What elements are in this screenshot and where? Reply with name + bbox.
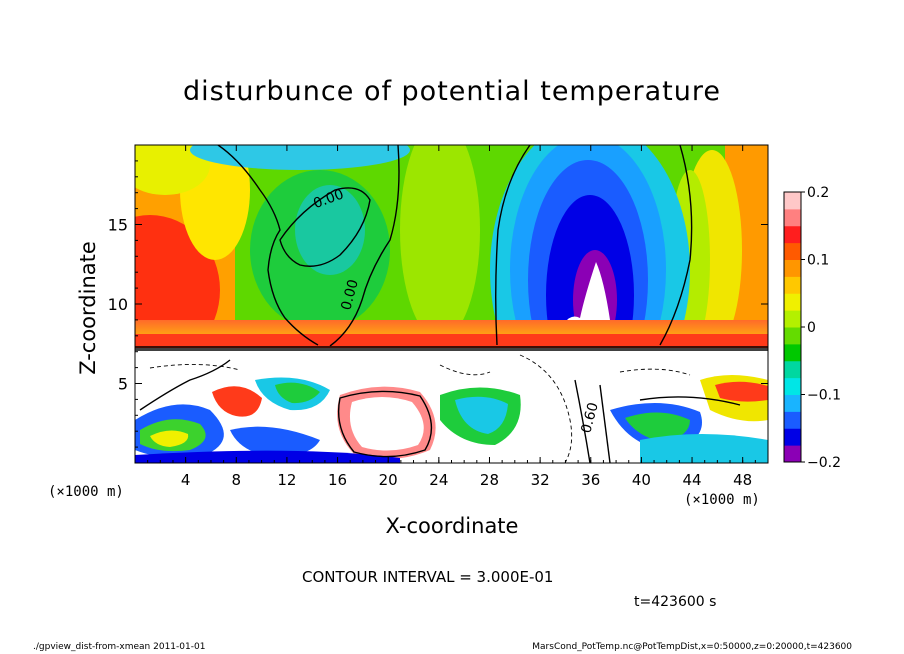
colorbar-swatch [784,310,801,328]
contour-zero-upper-left [217,145,319,346]
x-tick-label: 16 [328,471,347,489]
y-tick-label: 10 [108,295,128,314]
contour-lower-2 [337,390,433,458]
contour-label: 0.60 [578,401,602,435]
colorbar-swatch [784,293,801,311]
colorbar-swatch [784,343,801,362]
contour-dashed-4 [149,364,241,371]
contour-interval: CONTOUR INTERVAL = 3.000E-01 [302,568,554,586]
colorbar-swatch [784,411,801,429]
contour-zero-plume-left [495,145,531,346]
x-tick-label: 40 [632,471,651,489]
lower-blue-stripe [135,450,400,463]
x-axis-ticks: 4 8 12 16 20 24 28 32 36 40 44 48 [147,145,756,489]
colorbar-swatch [784,377,801,395]
contour-lower-3 [574,379,591,463]
colorbar-ticks: 0.2 0.1 0 −0.1 −0.2 [801,185,841,471]
x-tick-label: 20 [379,471,398,489]
heat-top-cyan [190,145,410,170]
colorbar-swatch [784,208,801,227]
colorbar-swatch [784,276,801,294]
inversion-red [135,334,768,348]
inversion-contour-band [135,346,768,351]
y-tick-label: 15 [108,216,128,235]
plot-area [135,145,768,463]
x-tick-label: 36 [581,471,600,489]
x-tick-label: 4 [181,471,191,489]
heat-mid-lime [400,145,480,340]
colorbar-tick-label: 0.2 [807,185,829,201]
colorbar-tick-label: −0.2 [807,455,841,471]
colorbar [783,191,802,463]
lower-green-patch-far [625,412,690,442]
colorbar-tick-label: 0.1 [807,253,829,269]
contour-zero-plume-right [659,145,693,346]
colorbar-swatch [784,259,801,277]
lower-cyan-patch-far [640,434,768,463]
lower-white-blob [349,397,424,451]
colorbar-swatch [784,327,801,345]
x-tick-label: 28 [480,471,499,489]
lower-yellow-patch [150,430,189,447]
contour-dashed-2 [439,364,491,376]
y-axis-unit: (×1000 m) [48,484,124,500]
y-tick-label: 5 [118,375,128,394]
lower-red-patch [212,386,262,417]
x-tick-label: 48 [733,471,752,489]
contour-lower-4 [599,384,611,463]
heat-topleft-yellow [135,145,210,195]
colorbar-swatch [784,445,801,463]
contour-dashed-1 [519,354,573,463]
lower-cyan-patch-right [455,396,508,434]
x-tick-label: 32 [531,471,550,489]
x-tick-label: 24 [429,471,448,489]
lower-red-patch-far [715,381,768,402]
heat-left-yellow [180,145,250,260]
colorbar-swatch [784,394,801,412]
colorbar-swatch [784,360,801,379]
lower-green-patch-mid [275,382,320,404]
contour-zero-middle [329,145,400,347]
time-stamp: t=423600 s [634,594,717,610]
footer-right: MarsCond_PotTemp.nc@PotTempDist,x=0:5000… [532,642,852,652]
heat-mid-teal [295,185,365,275]
contour-dashed-3 [619,368,691,376]
footer-left: ./gpview_dist-from-xmean 2011-01-01 [33,642,206,652]
colorbar-swatch [784,428,801,446]
colorbar-tick-label: −0.1 [807,388,841,404]
colorbar-swatch [784,242,801,260]
x-tick-label: 44 [682,471,701,489]
x-axis-unit: (×1000 m) [684,492,760,508]
x-tick-label: 12 [277,471,296,489]
chart-title: disturbunce of potential temperature [183,76,721,107]
contour-lower-5 [639,396,741,406]
y-axis-label: Z-coordinate [76,241,100,375]
x-tick-label: 8 [232,471,242,489]
y-axis-ticks: 5 10 15 [108,160,768,448]
colorbar-tick-label: 0 [807,320,816,336]
colorbar-swatch [784,192,801,210]
x-axis-label: X-coordinate [385,514,519,538]
colorbar-swatch [784,225,801,244]
contour-zero-closed [279,187,371,267]
lower-blue-patch-mid [230,426,320,457]
contour-label: 0.00 [338,278,362,312]
